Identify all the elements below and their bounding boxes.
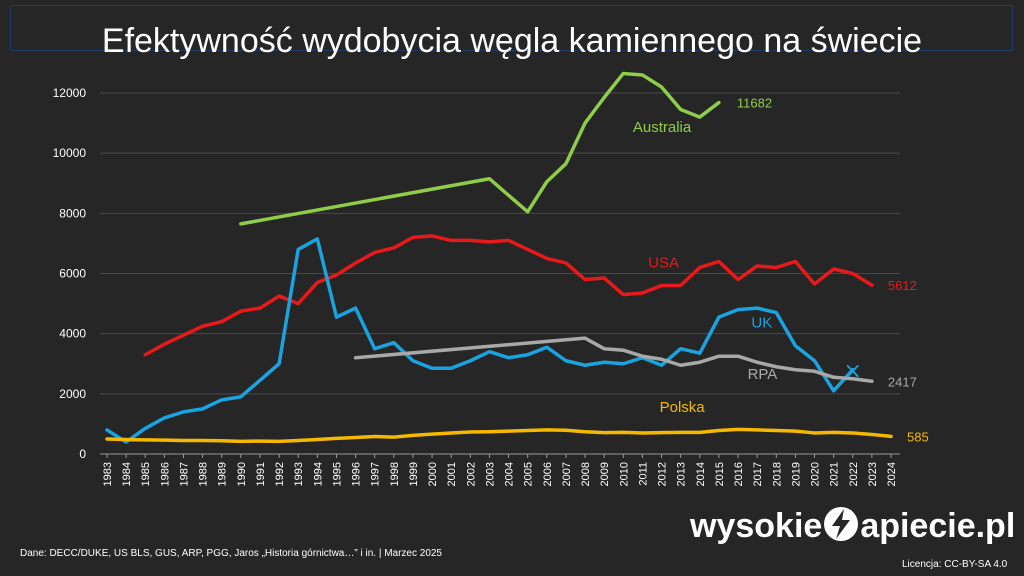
x-axis: 1983 1984 1985 1986 1987 1988 1989 1990 1991 1992…: [102, 454, 898, 486]
series-label-uk: UK: [751, 315, 772, 332]
series-labels: Australia 11682 USA 5612 UK RPA 2417 Polska 585 ×: [633, 96, 929, 445]
x-tick-label: 2022: [848, 462, 860, 486]
x-tick-label: 1999: [408, 462, 420, 486]
lightning-n-icon: [824, 507, 859, 541]
series-label-australia: Australia: [633, 119, 692, 136]
end-value-label-polska: 585: [907, 429, 929, 444]
source-note: Dane: DECC/DUKE, US BLS, GUS, ARP, PGG, …: [20, 548, 442, 559]
x-tick-label: 1997: [370, 462, 382, 486]
x-tick-label: 1998: [389, 462, 401, 486]
series-line-australia: [239, 71, 721, 226]
x-tick-label: 1990: [236, 462, 248, 486]
title-frame: [10, 5, 1013, 51]
x-tick-label: 1988: [198, 462, 210, 486]
x-tick-label: 2021: [829, 462, 841, 486]
x-tick-label: 2024: [886, 462, 898, 486]
x-tick-label: 2012: [657, 462, 669, 486]
x-tick-label: 2014: [695, 462, 707, 486]
x-tick-label: 2001: [446, 462, 458, 486]
series-group: [105, 71, 893, 444]
y-tick-label: 6000: [59, 267, 86, 281]
x-tick-label: 1991: [255, 462, 267, 486]
series-label-usa: USA: [648, 254, 679, 271]
brand-text-left: wysokie: [690, 507, 823, 545]
x-tick-label: 1987: [178, 462, 190, 486]
x-tick-label: 2020: [810, 462, 822, 486]
end-value-label-rpa: 2417: [888, 374, 917, 389]
series-line-polska: [105, 427, 893, 444]
x-tick-label: 2000: [427, 462, 439, 486]
x-tick-label: 2023: [867, 462, 879, 486]
y-tick-label: 8000: [59, 206, 86, 220]
end-value-label-australia: 11682: [737, 96, 772, 111]
series-label-polska: Polska: [660, 399, 706, 416]
chart-title: Efektywność wydobycia węgla kamiennego n…: [101, 22, 923, 60]
y-tick-label: 2000: [59, 387, 86, 401]
x-tick-label: 2018: [771, 462, 783, 486]
x-tick-label: 1996: [351, 462, 363, 486]
x-tick-label: 2011: [637, 462, 649, 486]
x-tick-label: 2005: [523, 462, 535, 486]
y-tick-label: 12000: [53, 86, 87, 100]
x-tick-label: 2015: [714, 462, 726, 486]
license-note: Licencja: CC-BY-SA 4.0: [902, 559, 1008, 570]
x-tick-label: 2013: [676, 462, 688, 486]
x-tick-label: 2002: [465, 462, 477, 486]
x-tick-label: 2008: [580, 462, 592, 486]
x-tick-label: 1992: [274, 462, 286, 486]
x-tick-label: 1986: [159, 462, 171, 486]
y-tick-label: 4000: [59, 327, 86, 341]
x-tick-label: 1995: [331, 462, 343, 486]
x-tick-label: 1985: [140, 462, 152, 486]
x-tick-label: 2009: [599, 462, 611, 486]
gridlines: [100, 92, 900, 455]
brand-text-right: apiecie.pl: [860, 507, 1016, 545]
brand-logo: wysokie apiecie.pl: [690, 505, 1015, 546]
series-line-usa: [143, 234, 874, 357]
y-tick-label: 0: [79, 447, 86, 461]
series-line-uk: [105, 237, 855, 444]
x-tick-label: 2003: [484, 462, 496, 486]
x-tick-label: 1983: [102, 462, 114, 486]
x-tick-label: 2004: [504, 462, 516, 486]
x-tick-label: 1989: [217, 462, 229, 486]
x-tick-label: 2007: [561, 462, 573, 486]
x-tick-label: 2016: [733, 462, 745, 486]
x-tick-label: 1984: [121, 462, 133, 486]
x-tick-label: 2010: [618, 462, 630, 486]
x-tick-label: 2017: [752, 462, 764, 486]
x-tick-label: 1993: [293, 462, 305, 486]
y-tick-label: 10000: [53, 146, 87, 160]
end-value-label-usa: 5612: [888, 278, 917, 293]
x-tick-label: 1994: [312, 462, 324, 486]
x-tick-label: 2006: [542, 462, 554, 486]
y-axis: 0 2000 4000 6000 8000 10000 12000: [53, 86, 87, 461]
x-tick-label: 2019: [790, 462, 802, 486]
annotation-marker: ×: [844, 359, 862, 384]
series-label-rpa: RPA: [748, 366, 778, 383]
